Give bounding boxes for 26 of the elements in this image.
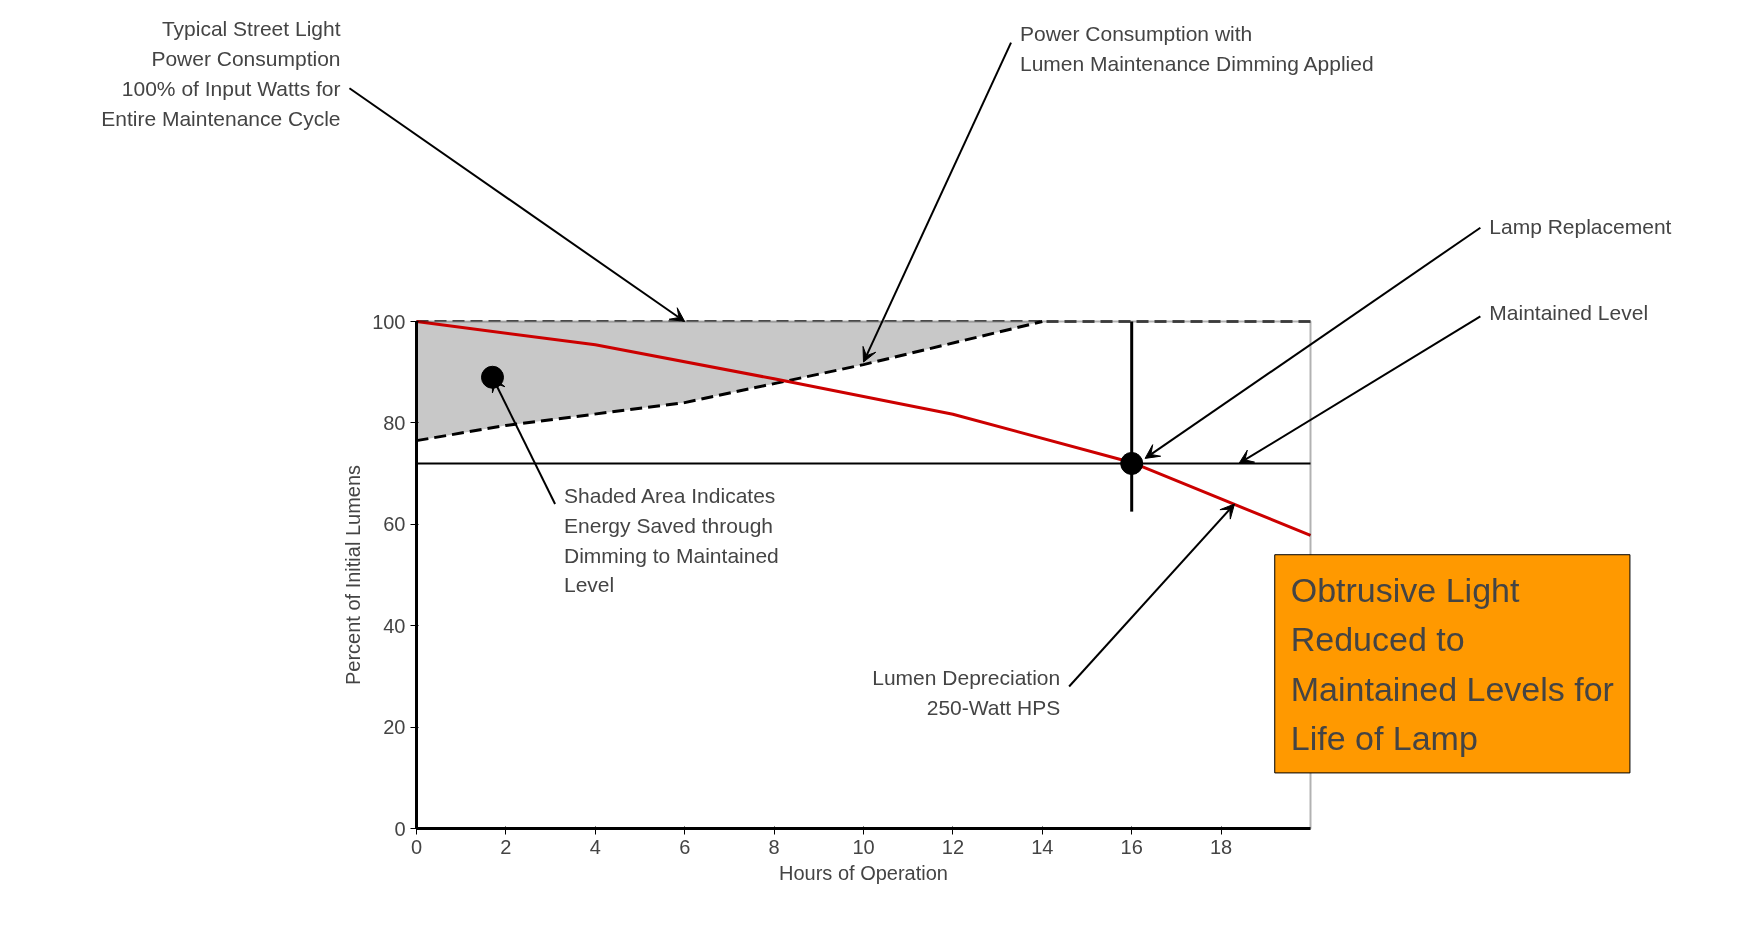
x-tick-label: 16 (1120, 835, 1143, 858)
x-tick-label: 14 (1031, 835, 1054, 858)
y-tick-label: 20 (383, 716, 406, 739)
y-tick-label: 40 (383, 614, 406, 637)
annotation: Typical Street Light Power Consumption 100% of Input Watts for Entire Maintenance Cycle (101, 17, 341, 130)
annotation: Power Consumption with Lumen Maintenance Dimming Applied (1019, 22, 1374, 76)
x-tick-label: 0 (410, 835, 423, 858)
y-tick-label: 60 (383, 513, 406, 536)
x-tick-label: 10 (852, 835, 875, 858)
y-axis-title: Percent of Initial Lumens (342, 464, 365, 686)
annotation: Obtrusive Light Reduced to Maintained Levels for Life of Lamp (1290, 570, 1614, 757)
annotation: Lamp Replacement (1489, 215, 1672, 239)
x-tick-label: 8 (768, 835, 780, 858)
y-tick-label: 100 (372, 310, 406, 333)
x-tick-label: 2 (500, 835, 512, 858)
annotation: Lumen Depreciation 250-Watt HPS (872, 666, 1061, 720)
x-tick-label: 6 (679, 835, 691, 858)
x-tick-label: 4 (589, 835, 601, 858)
x-tick-label: 12 (941, 835, 965, 858)
y-tick-label: 0 (394, 817, 406, 840)
x-axis-title: Hours of Operation (779, 861, 948, 884)
x-tick-label: 18 (1209, 835, 1233, 858)
y-tick-label: 80 (383, 411, 406, 434)
annotation: Maintained Level (1489, 301, 1649, 325)
line-series (415, 320, 1312, 537)
annotation: Shaded Area Indicates Energy Saved through Dimming to Maintained Level (564, 483, 779, 597)
